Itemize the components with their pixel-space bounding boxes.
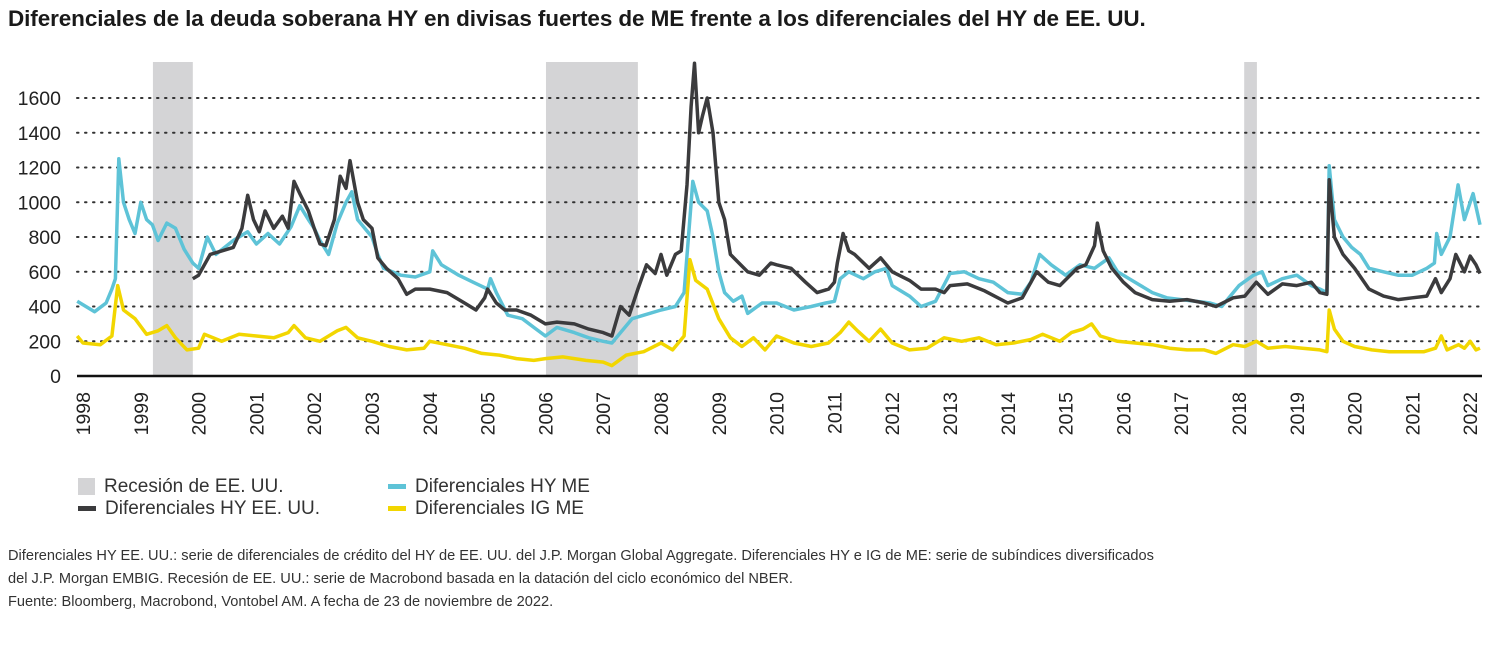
x-tick-label: 2017 xyxy=(1171,392,1193,435)
recession-band xyxy=(152,62,193,376)
series-lines xyxy=(75,61,1482,368)
y-tick-label: 600 xyxy=(28,262,61,284)
x-tick-label: 2014 xyxy=(998,392,1020,436)
series-line-diferenciales-ig-me xyxy=(75,257,1481,368)
x-tick-label: 2016 xyxy=(1113,392,1135,435)
legend-item-hy-me: Diferenciales HY ME xyxy=(388,476,590,498)
x-tick-label: 1999 xyxy=(131,392,153,435)
y-tick-label: 0 xyxy=(50,366,61,388)
gridlines xyxy=(76,97,1483,343)
series-line-diferenciales-hy-ee-uu- xyxy=(191,61,1482,338)
legend-label: Recesión de EE. UU. xyxy=(104,476,284,497)
line-swatch-icon xyxy=(388,506,406,512)
legend-item-recession: Recesión de EE. UU. xyxy=(78,476,284,498)
x-tick-label: 2006 xyxy=(535,392,557,435)
x-tick-label: 2018 xyxy=(1229,392,1251,435)
y-tick-label: 400 xyxy=(28,297,61,319)
series-line-diferenciales-hy-me xyxy=(76,157,1482,345)
recession-band xyxy=(1244,62,1257,376)
x-tick-label: 2005 xyxy=(478,392,500,436)
legend-item-hy-us: Diferenciales HY EE. UU. xyxy=(78,498,320,520)
y-axis-ticks: 0 200 400 600 800 1000 1200 1400 1600 xyxy=(18,88,62,388)
x-tick-label: 2020 xyxy=(1345,392,1367,436)
y-tick-label: 200 xyxy=(28,331,61,353)
x-tick-label: 2015 xyxy=(1056,392,1078,436)
x-tick-label: 2008 xyxy=(651,392,673,435)
x-tick-label: 2000 xyxy=(189,392,211,436)
recession-swatch-icon xyxy=(78,478,95,496)
legend-label: Diferenciales HY EE. UU. xyxy=(105,498,321,519)
x-tick-label: 2002 xyxy=(304,392,326,435)
chart-title: Diferenciales de la deuda soberana HY en… xyxy=(8,6,1146,31)
x-tick-label: 2019 xyxy=(1287,392,1309,435)
legend-item-ig-me: Diferenciales IG ME xyxy=(388,498,584,520)
footnote-line: Fuente: Bloomberg, Macrobond, Vontobel A… xyxy=(8,594,554,610)
y-tick-label: 1000 xyxy=(18,192,62,214)
x-tick-label: 2010 xyxy=(767,392,789,436)
line-swatch-icon xyxy=(388,484,406,490)
x-tick-label: 2013 xyxy=(940,392,962,435)
legend-label: Diferenciales IG ME xyxy=(415,498,584,519)
x-tick-label: 2009 xyxy=(709,392,731,435)
y-tick-label: 800 xyxy=(28,227,61,249)
line-chart: 0 200 400 600 800 1000 1200 1400 1600 1998 1999 20… xyxy=(18,61,1483,436)
x-tick-label: 2012 xyxy=(882,392,904,435)
x-tick-label: 2007 xyxy=(593,392,615,435)
x-tick-label: 2022 xyxy=(1460,392,1482,435)
x-tick-label: 1998 xyxy=(73,392,95,435)
x-tick-label: 2003 xyxy=(362,392,384,435)
x-tick-label: 2011 xyxy=(824,392,846,434)
x-tick-label: 2001 xyxy=(246,392,268,435)
x-axis-ticks: 1998 1999 2000 2001 2002 2003 2004 2005 2006 2007… xyxy=(73,392,1482,436)
x-tick-label: 2004 xyxy=(420,392,442,436)
y-tick-label: 1200 xyxy=(18,158,62,180)
footnote-line: Diferenciales HY EE. UU.: serie de difer… xyxy=(8,548,1154,564)
legend-label: Diferenciales HY ME xyxy=(415,476,590,497)
footnote-line: del J.P. Morgan EMBIG. Recesión de EE. U… xyxy=(8,571,793,587)
y-tick-label: 1400 xyxy=(18,123,62,145)
line-swatch-icon xyxy=(78,506,96,512)
y-tick-label: 1600 xyxy=(18,88,62,110)
x-tick-label: 2021 xyxy=(1402,392,1424,435)
recession-bands xyxy=(152,62,1257,376)
